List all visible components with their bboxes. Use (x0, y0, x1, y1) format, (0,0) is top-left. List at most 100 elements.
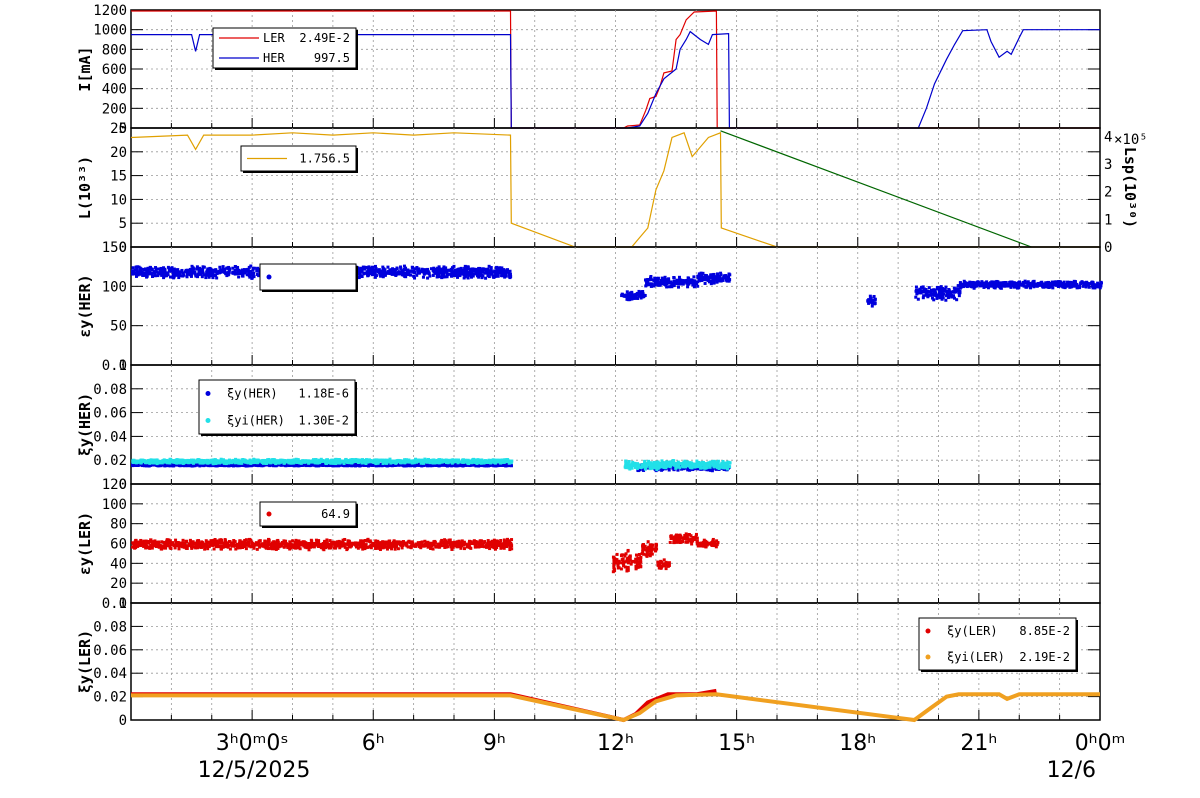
data-point (188, 271, 192, 275)
data-point (172, 463, 176, 467)
data-point (197, 269, 201, 273)
data-point (921, 285, 925, 289)
data-point (978, 282, 982, 286)
data-point (267, 463, 271, 467)
data-point (710, 469, 714, 473)
data-point (381, 265, 385, 269)
data-point (669, 460, 673, 464)
data-point (205, 269, 209, 273)
data-point (385, 461, 389, 465)
data-point (1004, 281, 1008, 285)
data-point (629, 292, 633, 296)
data-point (504, 272, 508, 276)
data-point (180, 268, 184, 272)
data-point (489, 266, 493, 270)
data-point (394, 268, 398, 272)
data-point (939, 287, 943, 291)
data-point (921, 290, 925, 294)
data-point (250, 463, 254, 467)
data-point (972, 281, 976, 285)
data-point (240, 273, 244, 277)
data-point (914, 289, 918, 293)
data-point (340, 463, 344, 467)
data-point (231, 266, 235, 270)
data-point (691, 462, 695, 466)
data-point (454, 462, 458, 466)
data-point (1032, 284, 1036, 288)
data-point (509, 461, 513, 465)
data-point (371, 265, 375, 269)
data-point (1009, 281, 1013, 285)
data-point (145, 464, 149, 468)
data-point (391, 271, 395, 275)
data-point (344, 457, 348, 461)
data-point (378, 271, 382, 275)
data-point (622, 294, 626, 298)
data-point (140, 270, 144, 274)
data-point (366, 270, 370, 274)
data-point (646, 280, 650, 284)
data-point (1098, 284, 1102, 288)
data-point (405, 272, 409, 276)
data-point (233, 264, 237, 268)
data-point (504, 270, 508, 274)
data-point (336, 459, 340, 463)
data-point (360, 461, 364, 465)
data-point (138, 463, 142, 467)
data-point (373, 275, 377, 279)
data-point (391, 267, 395, 271)
data-point (465, 269, 469, 273)
data-point (165, 463, 169, 467)
data-point (480, 276, 484, 280)
data-point (440, 460, 444, 464)
data-point (930, 296, 934, 300)
data-point (163, 464, 167, 468)
data-point (202, 273, 206, 277)
data-point (704, 274, 708, 278)
data-point (459, 266, 463, 270)
data-point (483, 459, 487, 463)
data-point (953, 296, 957, 300)
data-point (334, 460, 338, 464)
data-point (395, 266, 399, 270)
data-point (696, 467, 700, 471)
data-point (425, 458, 429, 462)
data-point (242, 458, 246, 462)
data-point (714, 275, 718, 279)
data-point (256, 266, 260, 270)
data-point (402, 459, 406, 463)
data-point (337, 458, 341, 462)
data-point (465, 463, 469, 467)
data-point (243, 271, 247, 275)
data-point (949, 291, 953, 295)
data-point (1009, 284, 1013, 288)
data-point (456, 275, 460, 279)
data-point (288, 463, 292, 467)
data-point (486, 464, 490, 468)
data-point (185, 275, 189, 279)
data-point (175, 461, 179, 465)
data-point (150, 268, 154, 272)
data-point (634, 293, 638, 297)
data-point (413, 267, 417, 271)
data-point (374, 458, 378, 462)
data-point (410, 265, 414, 269)
data-point (490, 460, 494, 464)
data-point (249, 264, 253, 268)
right-tick-label: 3 (1104, 157, 1112, 173)
data-point (260, 463, 264, 467)
data-point (493, 461, 497, 465)
data-point (667, 277, 671, 281)
data-point (674, 281, 678, 285)
data-point (292, 458, 296, 462)
data-point (1093, 286, 1097, 290)
data-point (132, 270, 136, 274)
data-point (379, 463, 383, 467)
data-point (483, 271, 487, 275)
data-point (432, 266, 436, 270)
data-point (160, 273, 164, 277)
data-point (150, 274, 154, 278)
data-point (671, 466, 675, 470)
data-point (133, 268, 137, 272)
data-point (251, 266, 255, 270)
